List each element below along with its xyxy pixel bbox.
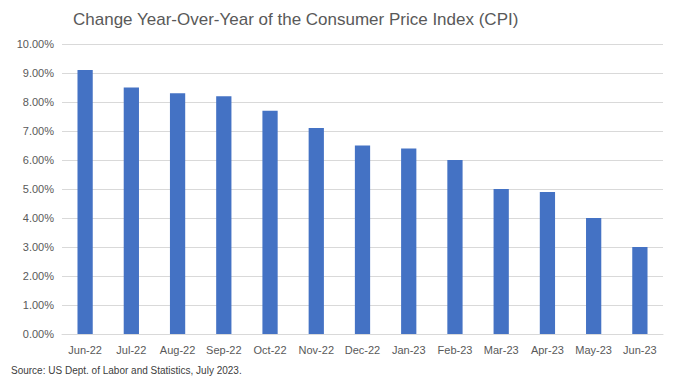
svg-text:9.00%: 9.00%	[23, 67, 54, 79]
svg-text:Aug-22: Aug-22	[160, 344, 195, 356]
svg-text:4.00%: 4.00%	[23, 212, 54, 224]
svg-text:Apr-23: Apr-23	[531, 344, 564, 356]
svg-text:1.00%: 1.00%	[23, 299, 54, 311]
svg-text:Jul-22: Jul-22	[116, 344, 146, 356]
svg-text:Feb-23: Feb-23	[438, 344, 473, 356]
svg-text:Jun-23: Jun-23	[623, 344, 657, 356]
svg-text:6.00%: 6.00%	[23, 154, 54, 166]
svg-text:Jun-22: Jun-22	[68, 344, 102, 356]
svg-text:7.00%: 7.00%	[23, 125, 54, 137]
svg-text:Mar-23: Mar-23	[484, 344, 519, 356]
svg-text:Change Year-Over-Year of the C: Change Year-Over-Year of the Consumer Pr…	[73, 10, 518, 29]
svg-text:Jan-23: Jan-23	[392, 344, 426, 356]
svg-text:Sep-22: Sep-22	[206, 344, 241, 356]
svg-text:May-23: May-23	[575, 344, 612, 356]
svg-text:Dec-22: Dec-22	[345, 344, 380, 356]
svg-text:3.00%: 3.00%	[23, 241, 54, 253]
svg-text:8.00%: 8.00%	[23, 96, 54, 108]
svg-text:5.00%: 5.00%	[23, 183, 54, 195]
svg-text:Nov-22: Nov-22	[299, 344, 334, 356]
svg-text:2.00%: 2.00%	[23, 270, 54, 282]
svg-text:0.00%: 0.00%	[23, 328, 54, 340]
svg-text:Oct-22: Oct-22	[254, 344, 287, 356]
svg-text:Source: US Dept. of Labor and: Source: US Dept. of Labor and Statistics…	[11, 365, 242, 376]
svg-text:10.00%: 10.00%	[17, 38, 55, 50]
